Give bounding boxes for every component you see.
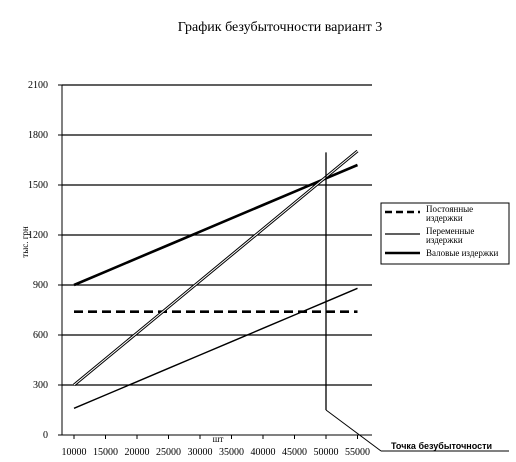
y-tick-label: 1500	[28, 180, 48, 191]
x-tick-label: 45000	[282, 447, 307, 458]
series-line-2	[73, 287, 358, 409]
breakeven-label: Точка безубыточности	[391, 441, 492, 451]
x-tick-label: 30000	[188, 447, 213, 458]
x-tick-label: 15000	[93, 447, 118, 458]
x-axis-label: шт	[213, 434, 224, 444]
plot-area: 0 300 600 900 1200 1500 1800 2100 10000 15000 200…	[28, 80, 509, 458]
x-tick-label: 20000	[125, 447, 150, 458]
y-tick-label: 0	[43, 430, 48, 441]
series-line-3	[73, 163, 359, 287]
legend-label-total: Валовые издержки	[426, 248, 498, 258]
x-tick-label: 55000	[345, 447, 370, 458]
x-tick-label: 40000	[251, 447, 276, 458]
x-tick-labels: 10000 15000 20000 25000 30000 35000 40000 45000…	[62, 447, 371, 458]
breakeven-leader-line	[325, 409, 382, 452]
y-tick-label: 1800	[28, 130, 48, 141]
legend-label-fixed-2: издержки	[426, 213, 463, 223]
x-tick-label: 50000	[314, 447, 339, 458]
x-tick-label: 10000	[62, 447, 87, 458]
y-tick-label: 300	[33, 380, 48, 391]
grid	[58, 84, 372, 439]
legend-label-variable-2: издержки	[426, 235, 463, 245]
legend-label-variable-1: Переменные	[426, 226, 474, 236]
series-line-4-inner	[73, 150, 358, 386]
legend: Постоянные издержки Переменные издержки …	[380, 202, 510, 265]
breakeven-marker	[325, 152, 509, 452]
y-tick-label: 600	[33, 330, 48, 341]
series-lines	[73, 149, 359, 409]
y-tick-labels: 0 300 600 900 1200 1500 1800 2100	[28, 80, 48, 441]
y-tick-label: 900	[33, 280, 48, 291]
legend-label-fixed-1: Постоянные	[426, 204, 473, 214]
x-tick-label: 25000	[156, 447, 181, 458]
y-axis-label: тыс. грн	[20, 226, 30, 258]
chart-title: График безубыточности вариант 3	[178, 20, 382, 35]
y-tick-label: 1200	[28, 230, 48, 241]
x-tick-label: 35000	[219, 447, 244, 458]
y-tick-label: 2100	[28, 80, 48, 91]
